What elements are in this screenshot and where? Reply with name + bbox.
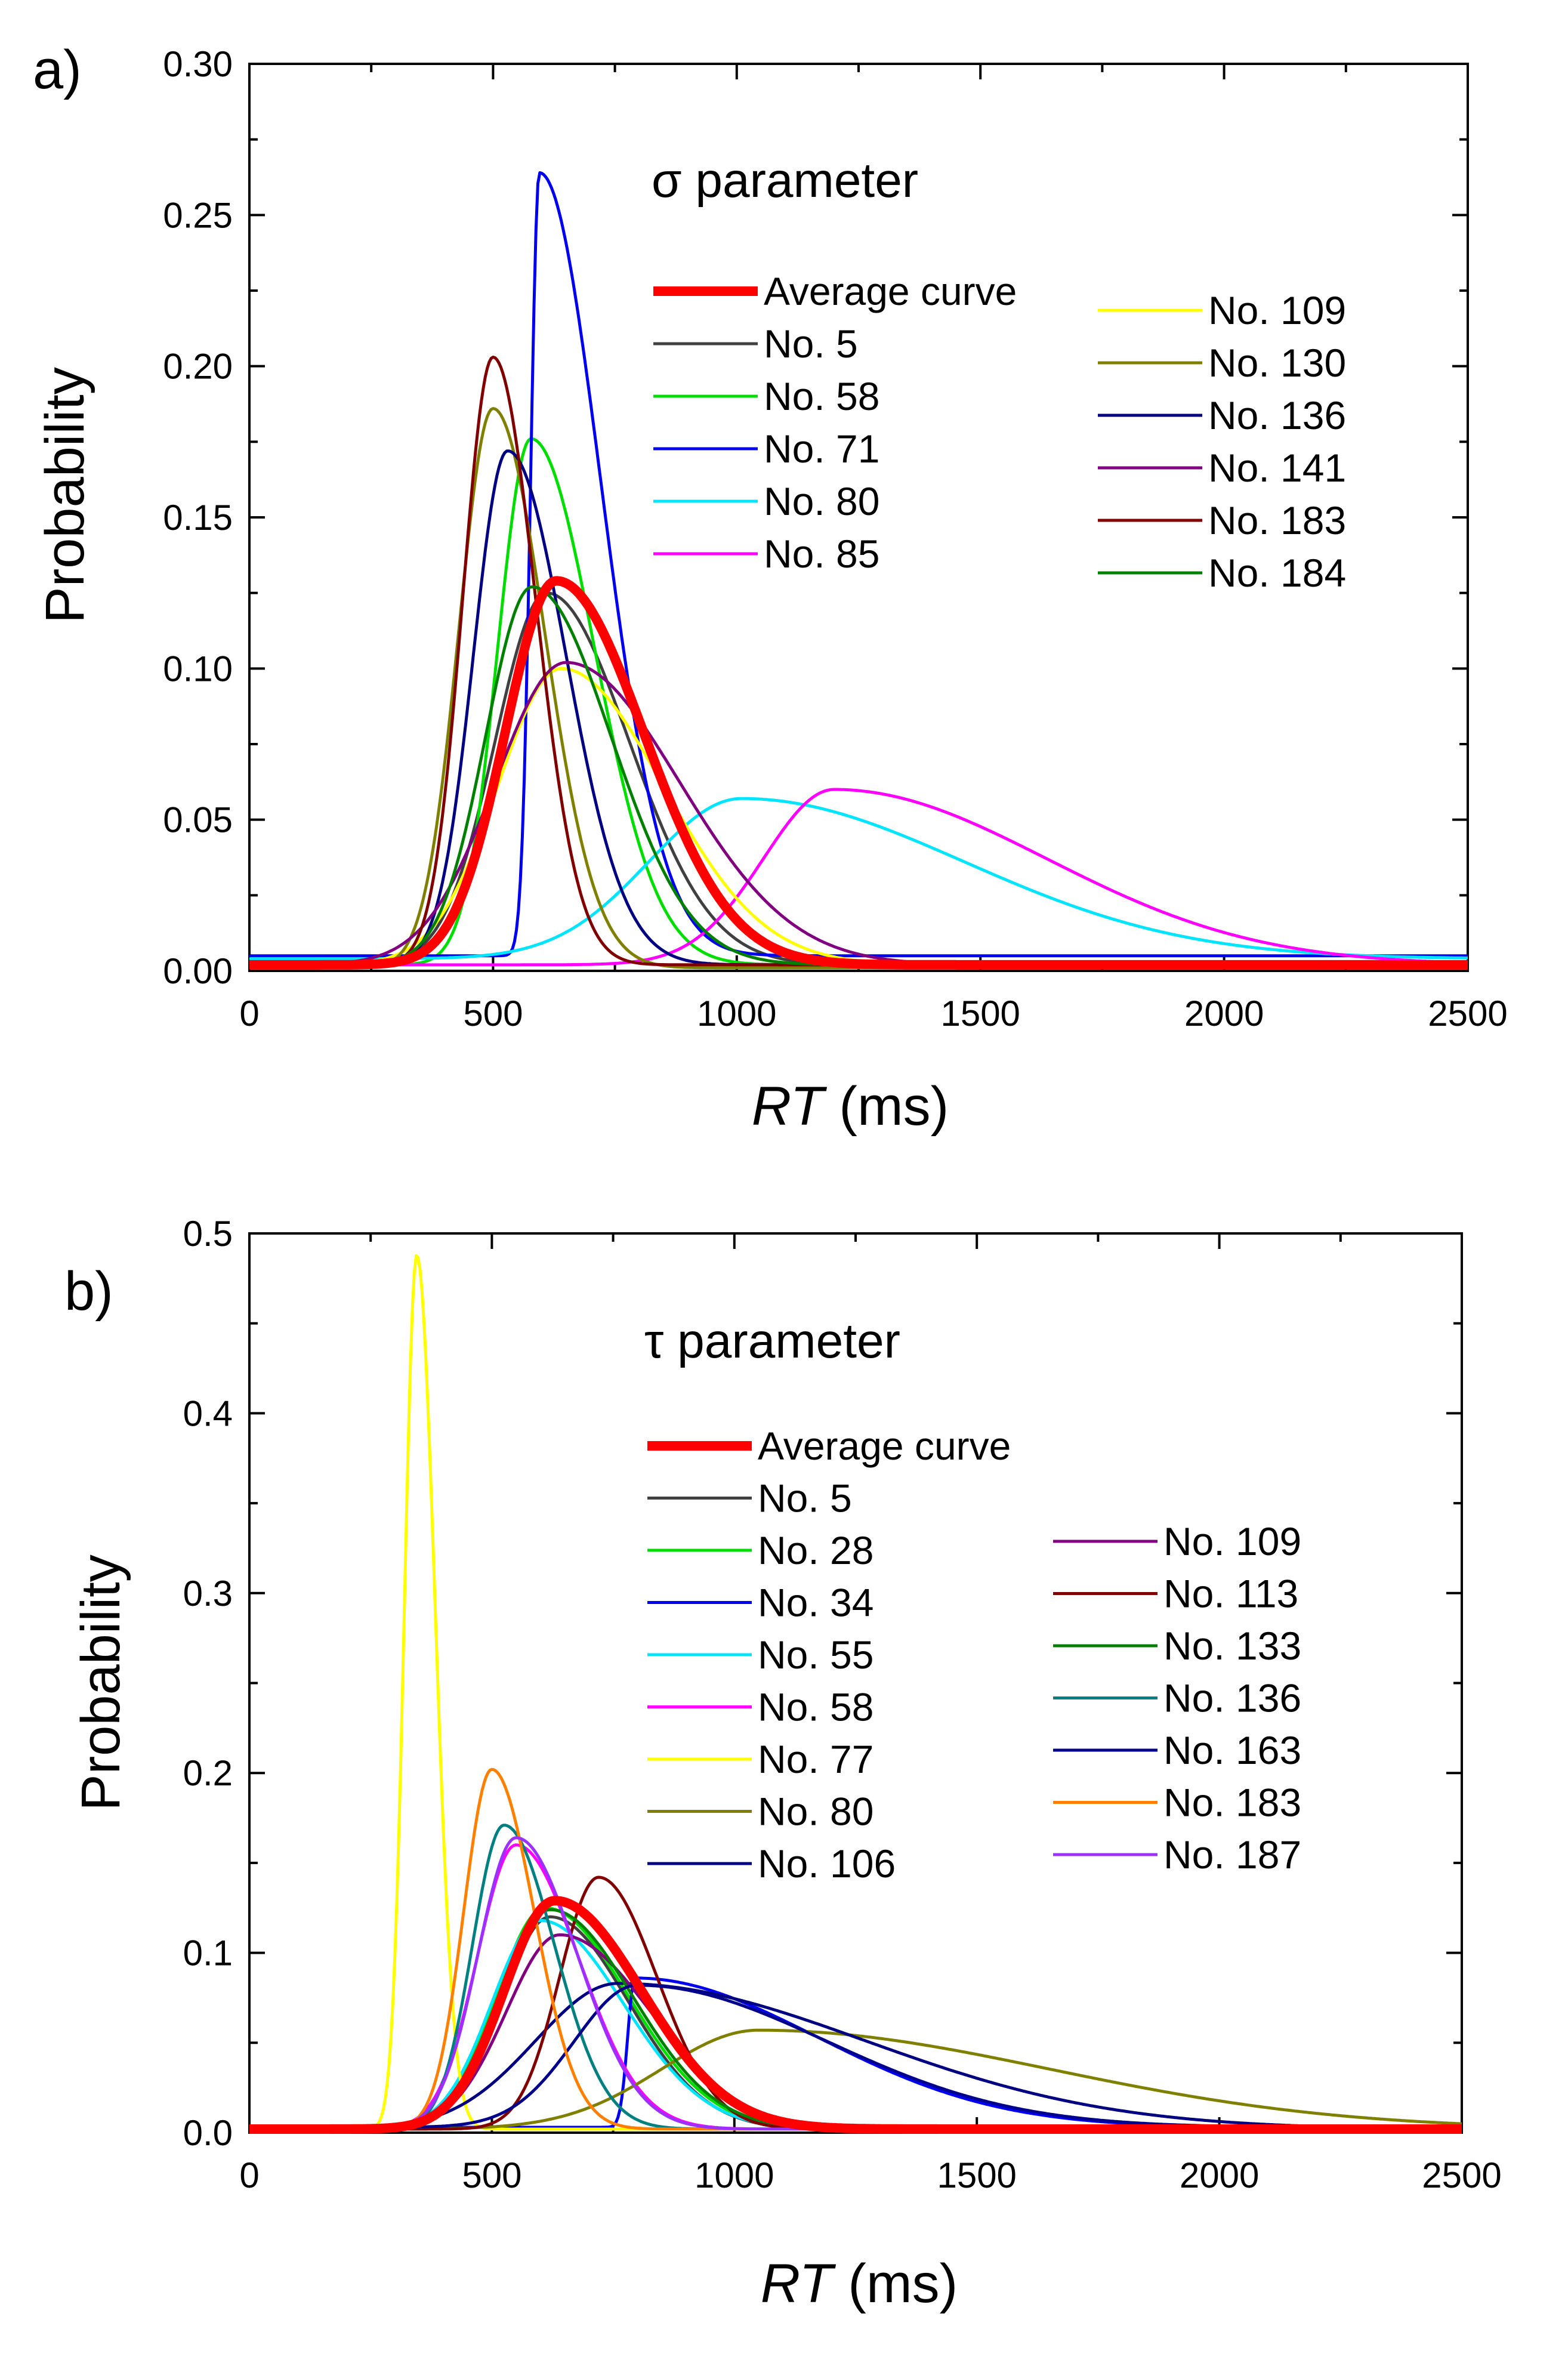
legend-label: No. 109 [1163, 1519, 1301, 1563]
legend-label: No. 58 [758, 1685, 873, 1729]
series-line-average-curve [246, 1896, 1465, 2134]
panel-a-ticks: 0 500 1000 1500 2000 2500 0.00 0.05 0.10 0.15 0.20… [163, 44, 1508, 1034]
series-line-no-85 [249, 788, 1468, 967]
legend-label: No. 71 [764, 427, 879, 471]
series-line-no-109 [249, 1933, 1462, 2131]
legend-label: No. 80 [758, 1790, 873, 1834]
x-tick-label: 0 [239, 994, 259, 1034]
series-line-no-80 [249, 797, 1468, 961]
panel-b: b) 0 500 1000 1500 2000 2500 0.0 0.1 0.2 0.3 0.4 0.… [64, 1214, 1502, 2314]
legend-label: No. 28 [758, 1528, 873, 1572]
x-tick-label: 1500 [940, 994, 1020, 1034]
y-tick-label: 0.05 [163, 800, 233, 840]
legend-label: No. 109 [1208, 288, 1346, 332]
x-tick-label: 1500 [937, 2155, 1016, 2195]
legend-label: No. 133 [1163, 1624, 1301, 1668]
panel-b-y-axis-title: Probability [70, 1554, 131, 1811]
y-tick-label: 0.30 [163, 44, 233, 84]
panel-b-legend: Average curve No. 5 No. 28 No. 34 No. 55 No. … [647, 1424, 1301, 1886]
x-tick-label: 1000 [697, 994, 776, 1034]
panel-b-x-axis-title-var: RT [761, 2253, 837, 2314]
series-line-average-curve [246, 576, 1471, 970]
legend-label: No. 136 [1208, 393, 1346, 437]
y-tick-label: 0.1 [183, 1933, 233, 1973]
y-tick-label: 0.2 [183, 1753, 233, 1793]
panel-a-y-axis-title: Probability [35, 367, 95, 624]
panel-b-ticks: 0 500 1000 1500 2000 2500 0.0 0.1 0.2 0.3 0.4 0.5 [183, 1214, 1502, 2195]
legend-label: No. 183 [1163, 1781, 1301, 1825]
x-tick-label: 0 [239, 2155, 259, 2195]
panel-a-legend-title: σ parameter [652, 153, 918, 208]
y-tick-label: 0.10 [163, 649, 233, 689]
legend-label: No. 136 [1163, 1676, 1301, 1720]
legend-label: No. 5 [758, 1476, 852, 1520]
panel-b-legend-title: τ parameter [644, 1314, 900, 1368]
legend-label: No. 85 [764, 532, 879, 576]
legend-label: No. 141 [1208, 446, 1346, 490]
legend-label: No. 58 [764, 374, 879, 418]
panel-a-curves [246, 171, 1471, 970]
legend-label: No. 113 [1163, 1572, 1298, 1616]
y-tick-label: 0.0 [183, 2113, 233, 2153]
panel-a-x-axis-title-var: RT [752, 1076, 828, 1137]
panel-a: a) 0 500 1000 1500 2000 25000.000.050.100.150… [33, 39, 1508, 1137]
x-tick-label: 500 [462, 2155, 521, 2195]
legend-label: Average curve [764, 269, 1017, 313]
legend-label: No. 183 [1208, 498, 1346, 542]
y-tick-label: 0.25 [163, 195, 233, 235]
series-line-no-5 [249, 591, 1468, 967]
legend-label: No. 130 [1208, 341, 1346, 385]
series-line-no-106 [249, 1982, 1462, 2131]
x-tick-label: 500 [463, 994, 523, 1034]
legend-label: No. 34 [758, 1581, 873, 1625]
legend-label: No. 163 [1163, 1728, 1301, 1772]
x-tick-label: 2500 [1428, 994, 1507, 1034]
panel-b-x-axis-title: RT (ms) [761, 2253, 958, 2314]
y-tick-label: 0.15 [163, 498, 233, 538]
x-tick-label: 2000 [1180, 2155, 1259, 2195]
legend-label: No. 106 [758, 1841, 896, 1886]
legend-label: No. 187 [1163, 1833, 1301, 1877]
panel-b-label: b) [64, 1261, 113, 1322]
y-tick-label: 0.4 [183, 1393, 233, 1433]
y-tick-label: 0.3 [183, 1574, 233, 1614]
legend-label: No. 184 [1208, 551, 1346, 595]
panel-a-label: a) [33, 39, 82, 100]
x-tick-label: 2500 [1422, 2155, 1501, 2195]
legend-label: Average curve [758, 1424, 1011, 1468]
panel-b-curves [246, 1254, 1465, 2134]
legend-label: No. 80 [764, 479, 879, 523]
series-line-no-58 [249, 1843, 1462, 2131]
series-line-no-71 [249, 171, 1468, 958]
y-tick-label: 0.00 [163, 951, 233, 991]
panel-b-x-axis-title-unit: (ms) [833, 2253, 958, 2314]
panel-a-x-axis-title-unit: (ms) [824, 1076, 949, 1137]
panel-a-x-axis-title: RT (ms) [752, 1076, 949, 1137]
panel-a-legend: Average curve No. 5 No. 58 No. 71 No. 80 No. … [653, 269, 1346, 595]
y-tick-label: 0.5 [183, 1214, 233, 1254]
series-line-no-184 [249, 585, 1468, 967]
legend-label: No. 77 [758, 1737, 873, 1781]
legend-label: No. 5 [764, 322, 858, 366]
legend-label: No. 55 [758, 1633, 873, 1677]
x-tick-label: 2000 [1184, 994, 1264, 1034]
x-tick-label: 1000 [695, 2155, 774, 2195]
y-tick-label: 0.20 [163, 347, 233, 387]
